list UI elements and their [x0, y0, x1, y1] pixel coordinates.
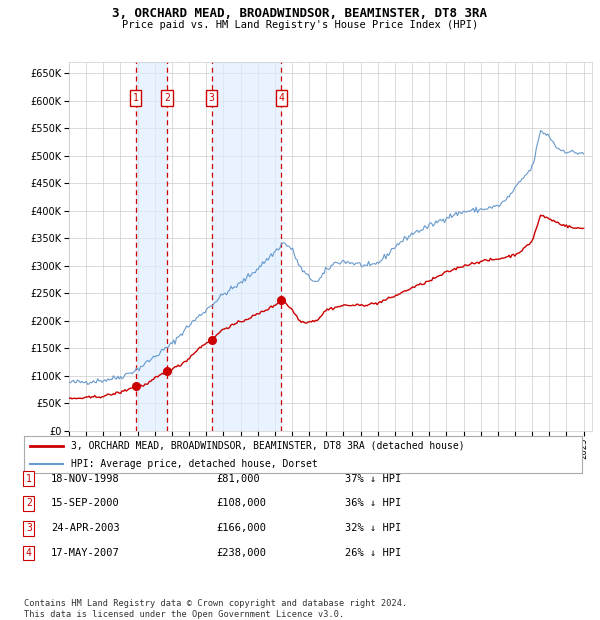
Text: 3, ORCHARD MEAD, BROADWINDSOR, BEAMINSTER, DT8 3RA: 3, ORCHARD MEAD, BROADWINDSOR, BEAMINSTE… [113, 7, 487, 20]
Text: 3, ORCHARD MEAD, BROADWINDSOR, BEAMINSTER, DT8 3RA (detached house): 3, ORCHARD MEAD, BROADWINDSOR, BEAMINSTE… [71, 441, 465, 451]
Text: 17-MAY-2007: 17-MAY-2007 [51, 548, 120, 558]
Text: 32% ↓ HPI: 32% ↓ HPI [345, 523, 401, 533]
Text: 37% ↓ HPI: 37% ↓ HPI [345, 474, 401, 484]
Text: HPI: Average price, detached house, Dorset: HPI: Average price, detached house, Dors… [71, 459, 318, 469]
Text: 2: 2 [26, 498, 32, 508]
Text: 18-NOV-1998: 18-NOV-1998 [51, 474, 120, 484]
Text: Contains HM Land Registry data © Crown copyright and database right 2024.
This d: Contains HM Land Registry data © Crown c… [24, 600, 407, 619]
Text: £166,000: £166,000 [216, 523, 266, 533]
Text: 4: 4 [26, 548, 32, 558]
Text: 26% ↓ HPI: 26% ↓ HPI [345, 548, 401, 558]
Bar [136, 62, 167, 431]
Text: 3: 3 [209, 93, 214, 103]
Bar [212, 62, 281, 431]
Text: 1: 1 [133, 93, 139, 103]
Text: 1: 1 [26, 474, 32, 484]
Text: 15-SEP-2000: 15-SEP-2000 [51, 498, 120, 508]
Text: £81,000: £81,000 [216, 474, 260, 484]
Text: £238,000: £238,000 [216, 548, 266, 558]
Text: 3: 3 [26, 523, 32, 533]
Text: 2: 2 [164, 93, 170, 103]
Text: Price paid vs. HM Land Registry's House Price Index (HPI): Price paid vs. HM Land Registry's House … [122, 20, 478, 30]
Text: 4: 4 [278, 93, 284, 103]
Text: 24-APR-2003: 24-APR-2003 [51, 523, 120, 533]
Text: 36% ↓ HPI: 36% ↓ HPI [345, 498, 401, 508]
Text: £108,000: £108,000 [216, 498, 266, 508]
